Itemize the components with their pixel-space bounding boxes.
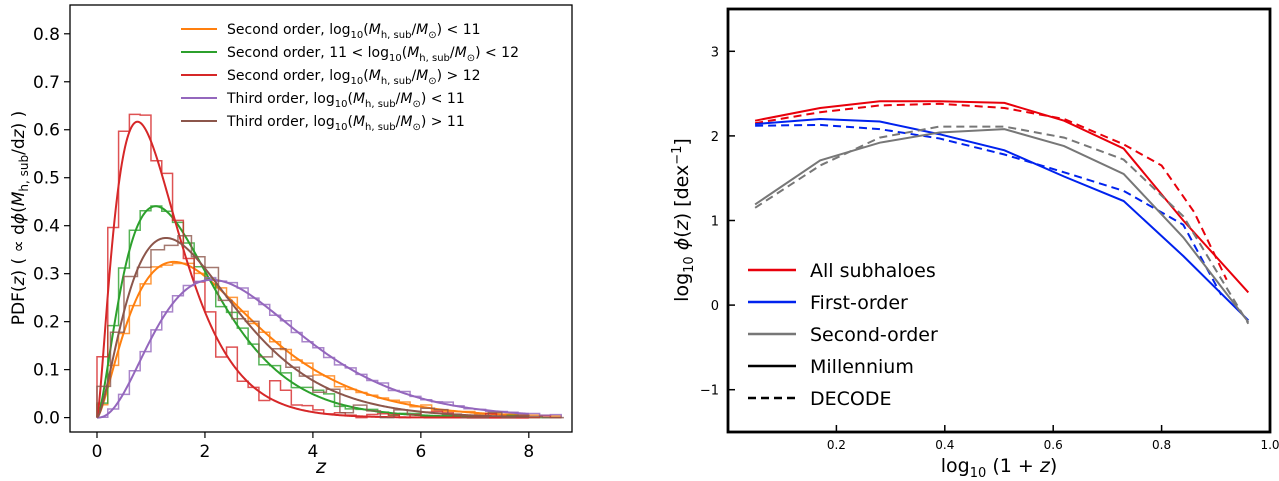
right-x-tick-label: 0.8	[1152, 438, 1171, 452]
right-series-3	[755, 123, 1223, 296]
left-plot-area	[96, 113, 564, 419]
left-legend: Second order, log10(Mh, sub/M⊙) < 11 Seco…	[181, 22, 519, 133]
left-x-tick-label: 6	[415, 442, 426, 462]
left-x-tick-label: 8	[523, 442, 534, 462]
left-y-tick-label: 0.7	[33, 73, 60, 93]
right-y-tick-label: −1	[700, 384, 719, 399]
right-x-tick-label: 0.2	[827, 438, 846, 452]
left-chart: 0 2 4 6 8 0.0 0.1 0.2 0.3 0.4 0.5 0.6 0.7 0.8 Second …	[9, 4, 573, 478]
right-series-1	[754, 102, 1228, 281]
left-y-tick-label: 0.4	[33, 217, 60, 237]
curve-series-4	[96, 236, 529, 419]
right-x-tick-label: 0.6	[1044, 438, 1063, 452]
right-y-tick-label: 1	[711, 215, 719, 230]
left-y-tick-label: 0.5	[33, 169, 60, 189]
left-ticks: 0 2 4 6 8 0.0 0.1 0.2 0.3 0.4 0.5 0.6 0.7 0.8	[33, 25, 534, 462]
left-x-tick-label: 2	[200, 442, 211, 462]
histogram-series-4	[96, 235, 564, 419]
left-x-axis-label: z	[315, 456, 327, 478]
right-y-tick-label: 2	[711, 130, 719, 145]
right-x-tick-label: 0.4	[935, 438, 954, 452]
right-series-5	[754, 125, 1250, 325]
curve-series-0	[96, 260, 529, 419]
left-y-tick-label: 0.6	[33, 121, 60, 141]
right-legend: All subhaloes First-order Second-order Mill…	[748, 260, 938, 410]
left-x-tick-label: 4	[307, 442, 318, 462]
right-y-tick-label: 3	[711, 45, 719, 60]
left-x-tick-label: 0	[92, 442, 103, 462]
right-legend-label: All subhaloes	[810, 260, 936, 282]
right-series-2	[755, 117, 1250, 322]
left-legend-label: Third order, log10(Mh, sub/M⊙) < 11	[226, 91, 465, 110]
left-y-axis-label: PDF(z) ( ∝ dϕ(Mh, sub/dz) )	[9, 111, 31, 326]
left-legend-label: Second order, log10(Mh, sub/M⊙) < 11	[227, 22, 481, 41]
curve-series-3	[96, 278, 529, 419]
svg-text:PDF(z) ( ∝ dϕ(Mh, sub/dz) ): PDF(z) ( ∝ dϕ(Mh, sub/dz) )	[9, 111, 31, 326]
left-y-tick-label: 0.8	[33, 25, 60, 45]
right-legend-label: Second-order	[810, 324, 938, 346]
left-y-tick-label: 0.2	[33, 313, 60, 333]
histogram-series-3	[96, 276, 562, 419]
right-legend-label: Millennium	[810, 356, 914, 378]
right-series-4	[754, 128, 1250, 323]
left-y-tick-label: 0.3	[33, 265, 60, 285]
left-legend-label: Third order, log10(Mh, sub/M⊙) > 11	[226, 114, 465, 133]
left-y-tick-label: 0.1	[33, 361, 60, 381]
left-y-tick-label: 0.0	[33, 409, 60, 429]
right-plot-area	[754, 100, 1250, 325]
left-legend-label: Second order, 11 < log10(Mh, sub/M⊙) < 1…	[227, 45, 519, 64]
right-x-tick-label: 1.0	[1260, 438, 1279, 452]
right-ticks: 0.2 0.4 0.6 0.8 1.0 −1 0 1 2 3	[700, 45, 1279, 452]
svg-text:log10 ϕ(z) [dex−1]: log10 ϕ(z) [dex−1]	[670, 138, 697, 302]
svg-text:log10 (1 + z): log10 (1 + z)	[941, 455, 1057, 481]
right-x-axis-label: log10 (1 + z)	[941, 455, 1057, 481]
right-y-tick-label: 0	[711, 299, 719, 314]
left-axes-frame	[69, 4, 573, 433]
left-legend-label: Second order, log10(Mh, sub/M⊙) > 12	[227, 68, 481, 87]
right-chart: 0.2 0.4 0.6 0.8 1.0 −1 0 1 2 3 All subhaloes First…	[670, 7, 1279, 481]
right-y-axis-label: log10 ϕ(z) [dex−1]	[670, 138, 697, 302]
histogram-series-2	[96, 113, 562, 419]
curve-series-2	[96, 120, 529, 419]
right-legend-label: DECODE	[810, 388, 892, 410]
right-legend-label: First-order	[810, 292, 908, 314]
